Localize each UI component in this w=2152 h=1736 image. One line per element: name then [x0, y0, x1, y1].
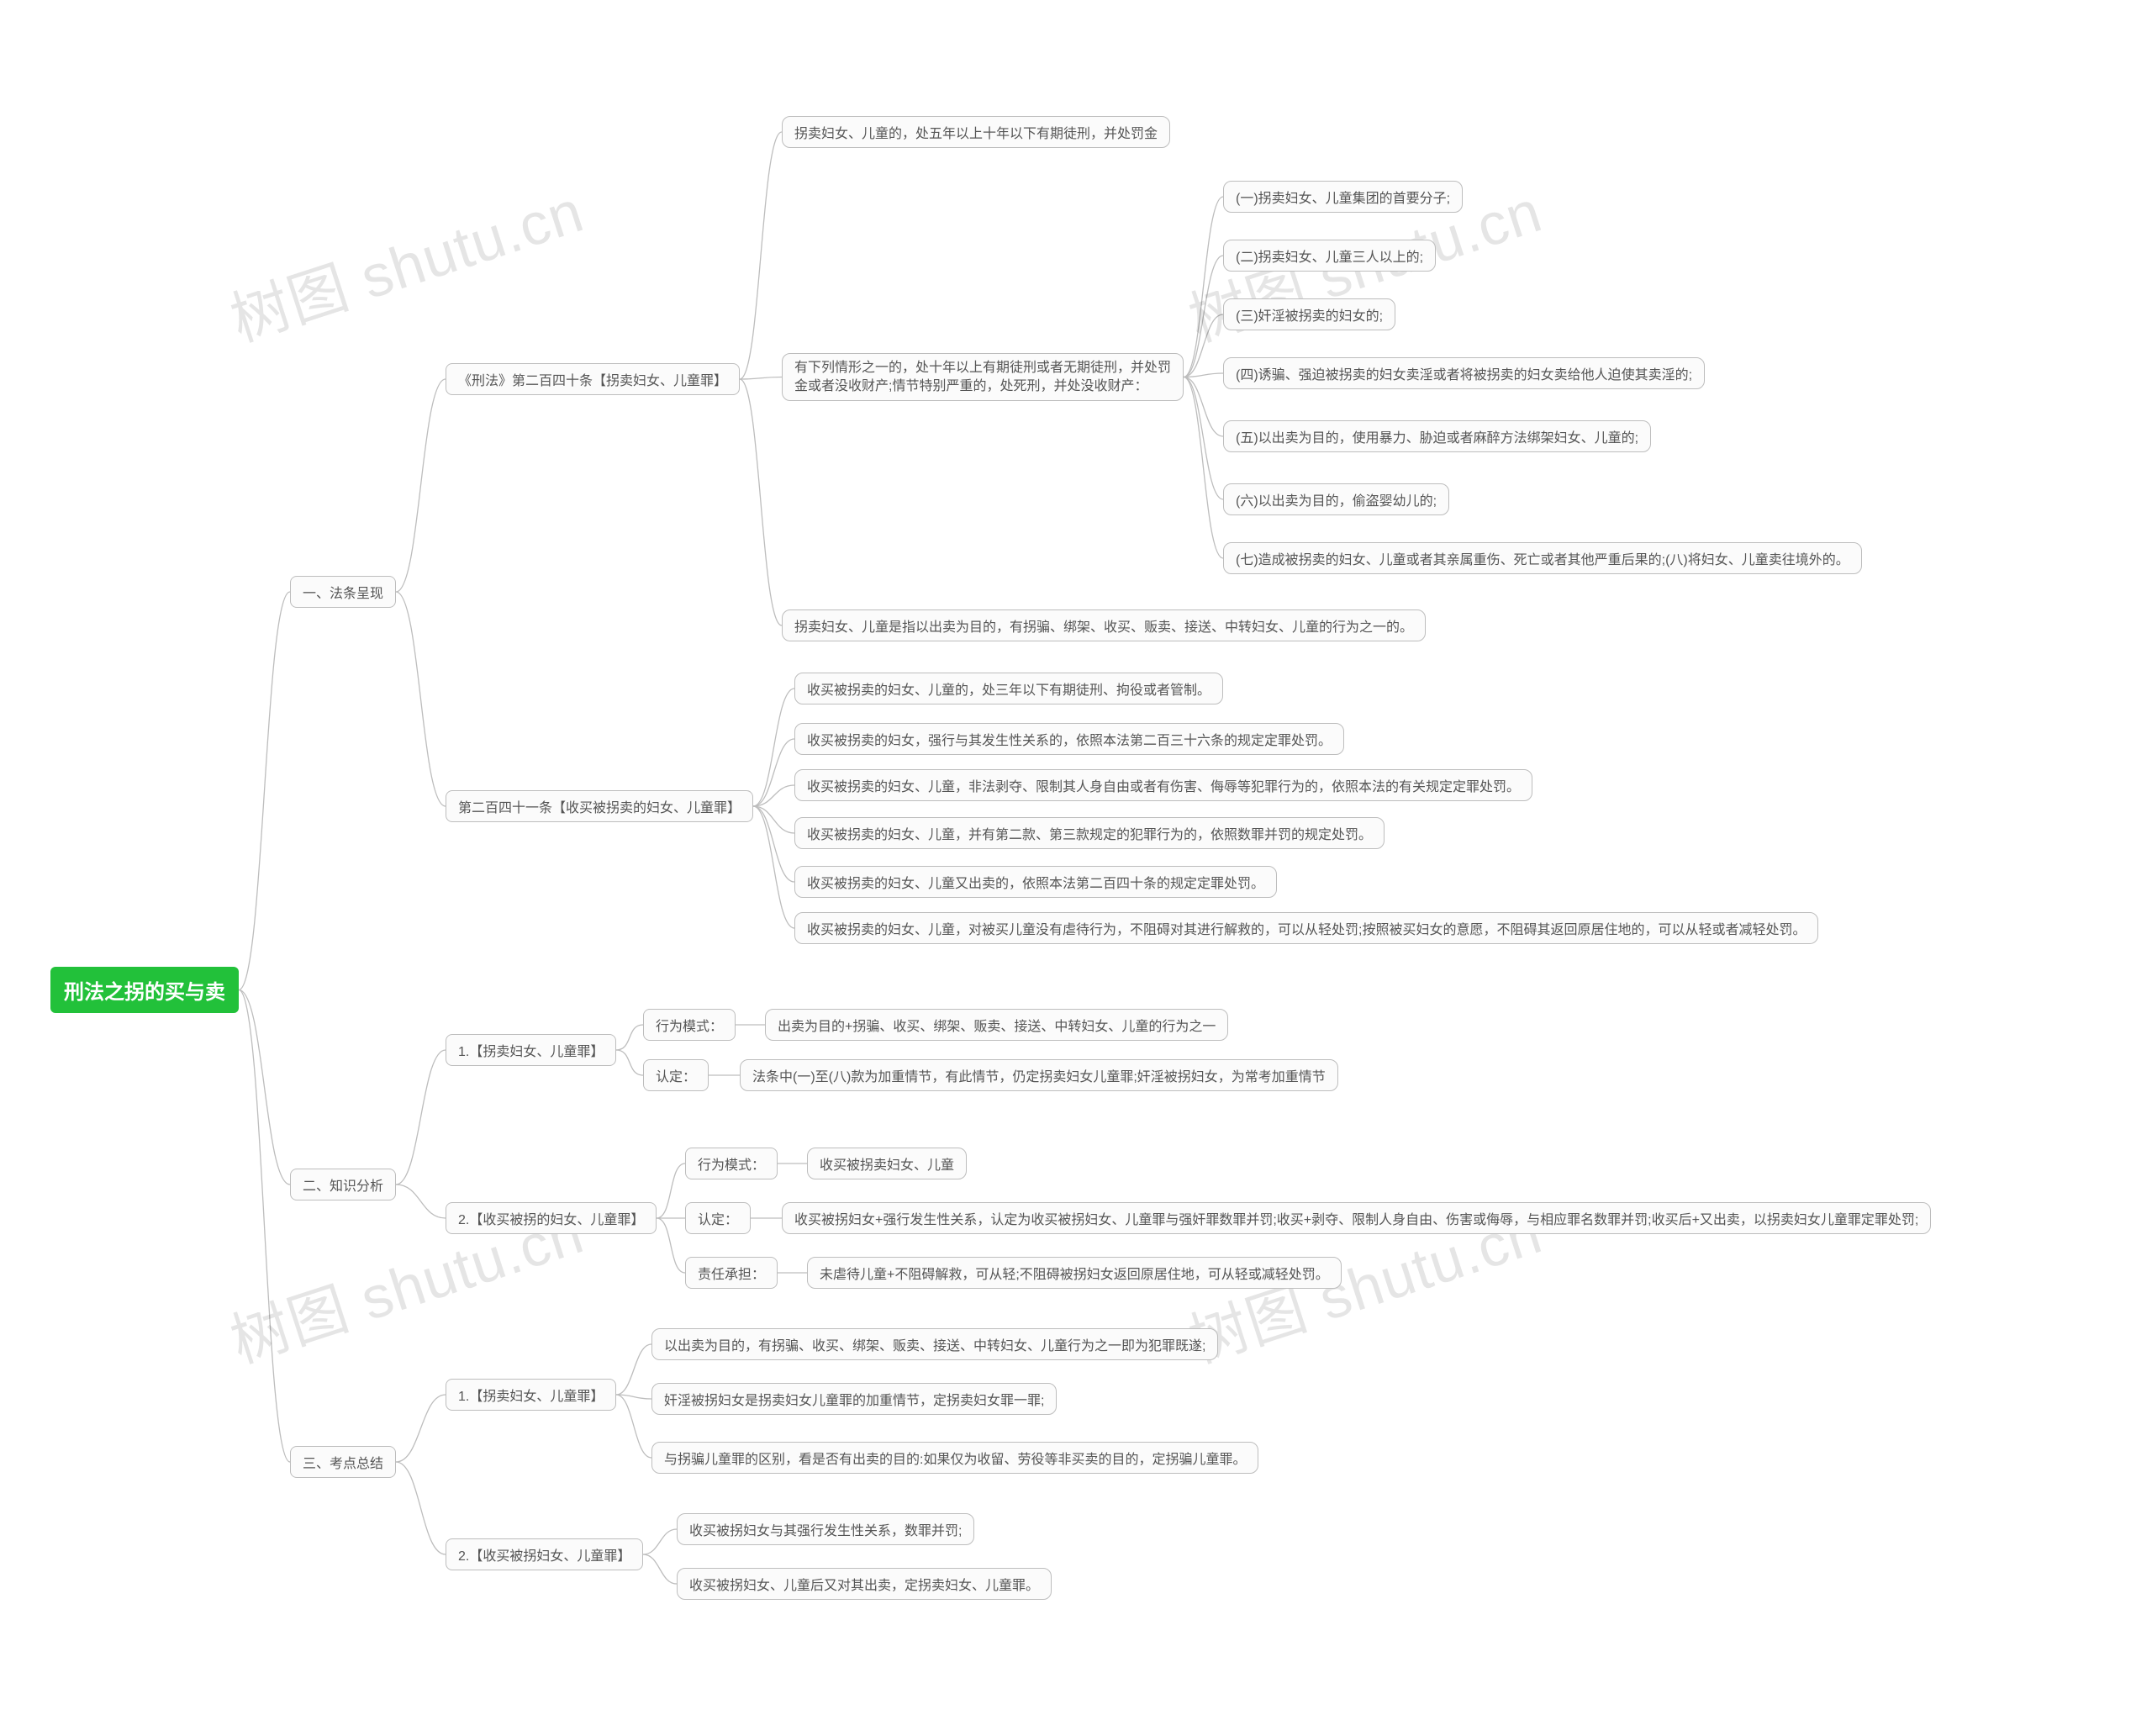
node-s2a_r[interactable]: 认定： — [643, 1059, 709, 1091]
node-s3a_1[interactable]: 以出卖为目的，有拐骗、收买、绑架、贩卖、接送、中转妇女、儿童行为之一即为犯罪既遂… — [651, 1328, 1218, 1360]
node-s3a_2[interactable]: 奸淫被拐妇女是拐卖妇女儿童罪的加重情节，定拐卖妇女罪一罪; — [651, 1383, 1057, 1415]
node-s1b_2[interactable]: 收买被拐卖的妇女，强行与其发生性关系的，依照本法第二百三十六条的规定定罪处罚。 — [794, 723, 1344, 755]
node-s1b_4[interactable]: 收买被拐卖的妇女、儿童，并有第二款、第三款规定的犯罪行为的，依照数罪并罚的规定处… — [794, 817, 1385, 849]
node-s2b_r_v[interactable]: 收买被拐妇女+强行发生性关系，认定为收买被拐妇女、儿童罪与强奸罪数罪并罚;收买+… — [782, 1202, 1931, 1234]
node-root[interactable]: 刑法之拐的买与卖 — [50, 967, 239, 1013]
node-s2b[interactable]: 2.【收买被拐的妇女、儿童罪】 — [446, 1202, 657, 1234]
node-s1b_3[interactable]: 收买被拐卖的妇女、儿童，非法剥夺、限制其人身自由或者有伤害、侮辱等犯罪行为的，依… — [794, 769, 1532, 801]
node-s2b_m[interactable]: 行为模式： — [685, 1148, 778, 1179]
mindmap-canvas: 树图 shutu.cn树图 shutu.cn树图 shutu.cn树图 shut… — [0, 0, 2152, 1736]
node-s2[interactable]: 二、知识分析 — [290, 1169, 396, 1200]
node-s1[interactable]: 一、法条呈现 — [290, 576, 396, 608]
node-s1a_2_5[interactable]: (五)以出卖为目的，使用暴力、胁迫或者麻醉方法绑架妇女、儿童的; — [1223, 420, 1651, 452]
node-s3a_3[interactable]: 与拐骗儿童罪的区别，看是否有出卖的目的:如果仅为收留、劳役等非买卖的目的，定拐骗… — [651, 1442, 1258, 1474]
node-s2b_r[interactable]: 认定： — [685, 1202, 751, 1234]
node-s3a[interactable]: 1.【拐卖妇女、儿童罪】 — [446, 1379, 616, 1411]
watermark: 树图 shutu.cn — [219, 165, 593, 359]
node-s1a_2_1[interactable]: (一)拐卖妇女、儿童集团的首要分子; — [1223, 181, 1463, 213]
node-s2b_l_v[interactable]: 未虐待儿童+不阻碍解救，可从轻;不阻碍被拐妇女返回原居住地，可从轻或减轻处罚。 — [807, 1257, 1342, 1289]
node-s1b_1[interactable]: 收买被拐卖的妇女、儿童的，处三年以下有期徒刑、拘役或者管制。 — [794, 673, 1223, 704]
node-s1a_2_7[interactable]: (七)造成被拐卖的妇女、儿童或者其亲属重伤、死亡或者其他严重后果的;(八)将妇女… — [1223, 542, 1862, 574]
node-s2a_m[interactable]: 行为模式： — [643, 1009, 736, 1041]
node-s1a_2_6[interactable]: (六)以出卖为目的，偷盗婴幼儿的; — [1223, 483, 1449, 515]
node-s1a_1[interactable]: 拐卖妇女、儿童的，处五年以上十年以下有期徒刑，并处罚金 — [782, 116, 1170, 148]
node-s2a_r_v[interactable]: 法条中(一)至(八)款为加重情节，有此情节，仍定拐卖妇女儿童罪;奸淫被拐妇女，为… — [740, 1059, 1338, 1091]
node-s1a_3[interactable]: 拐卖妇女、儿童是指以出卖为目的，有拐骗、绑架、收买、贩卖、接送、中转妇女、儿童的… — [782, 609, 1426, 641]
node-s2b_m_v[interactable]: 收买被拐卖妇女、儿童 — [807, 1148, 967, 1179]
node-s3b[interactable]: 2.【收买被拐妇女、儿童罪】 — [446, 1538, 643, 1570]
node-s1b[interactable]: 第二百四十一条【收买被拐卖的妇女、儿童罪】 — [446, 790, 753, 822]
node-s2a_m_v[interactable]: 出卖为目的+拐骗、收买、绑架、贩卖、接送、中转妇女、儿童的行为之一 — [765, 1009, 1228, 1041]
node-s3b_2[interactable]: 收买被拐妇女、儿童后又对其出卖，定拐卖妇女、儿童罪。 — [677, 1568, 1052, 1600]
node-s1a_2[interactable]: 有下列情形之一的，处十年以上有期徒刑或者无期徒刑，并处罚金或者没收财产;情节特别… — [782, 353, 1184, 401]
node-s1a_2_2[interactable]: (二)拐卖妇女、儿童三人以上的; — [1223, 240, 1436, 272]
node-s3[interactable]: 三、考点总结 — [290, 1446, 396, 1478]
node-s1a_2_4[interactable]: (四)诱骗、强迫被拐卖的妇女卖淫或者将被拐卖的妇女卖给他人迫使其卖淫的; — [1223, 357, 1705, 389]
node-s1b_5[interactable]: 收买被拐卖的妇女、儿童又出卖的，依照本法第二百四十条的规定定罪处罚。 — [794, 866, 1277, 898]
node-s3b_1[interactable]: 收买被拐妇女与其强行发生性关系，数罪并罚; — [677, 1513, 974, 1545]
node-s2b_l[interactable]: 责任承担： — [685, 1257, 778, 1289]
node-s1a[interactable]: 《刑法》第二百四十条【拐卖妇女、儿童罪】 — [446, 363, 740, 395]
node-s1a_2_3[interactable]: (三)奸淫被拐卖的妇女的; — [1223, 298, 1395, 330]
node-s2a[interactable]: 1.【拐卖妇女、儿童罪】 — [446, 1034, 616, 1066]
node-s1b_6[interactable]: 收买被拐卖的妇女、儿童，对被买儿童没有虐待行为，不阻碍对其进行解救的，可以从轻处… — [794, 912, 1818, 944]
